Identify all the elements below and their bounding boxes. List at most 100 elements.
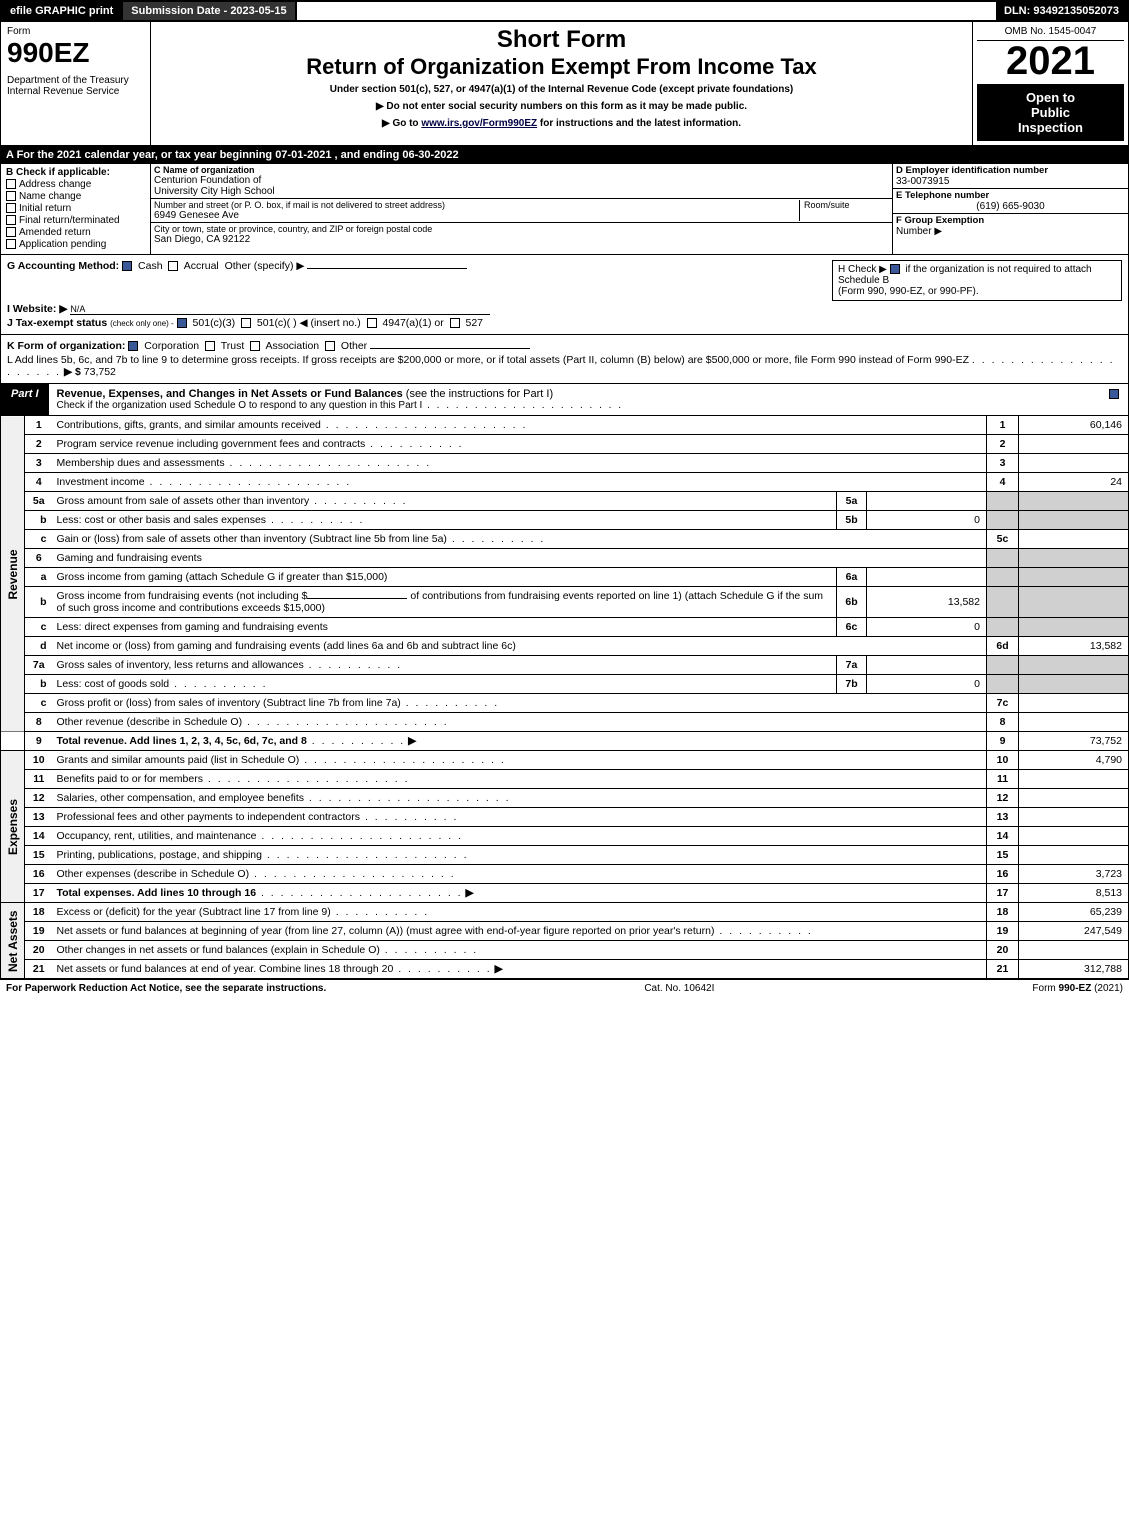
checkbox-501c3[interactable] (177, 318, 187, 328)
subtitle: Under section 501(c), 527, or 4947(a)(1)… (155, 84, 968, 95)
instr-link: ▶ Go to www.irs.gov/Form990EZ for instru… (155, 118, 968, 129)
form-number: 990EZ (7, 37, 144, 69)
checkbox-4947[interactable] (367, 318, 377, 328)
org-name-label: C Name of organization (154, 165, 889, 175)
col-def: D Employer identification number 33-0073… (893, 164, 1128, 254)
org-name-2: University City High School (154, 186, 889, 197)
checkbox-501c[interactable] (241, 318, 251, 328)
line5a-value (867, 492, 987, 511)
line8-value (1019, 713, 1129, 732)
line2-value (1019, 435, 1129, 454)
efile-label: efile GRAPHIC print (2, 2, 123, 20)
checkbox-trust[interactable] (205, 341, 215, 351)
tax-year: 2021 (977, 41, 1124, 81)
line13-value (1019, 808, 1129, 827)
line7c-value (1019, 694, 1129, 713)
page-footer: For Paperwork Reduction Act Notice, see … (0, 979, 1129, 997)
line4-value: 24 (1019, 473, 1129, 492)
schedule-o-check-text: Check if the organization used Schedule … (57, 400, 1095, 411)
checkbox-cash[interactable] (122, 261, 132, 271)
form-label: Form (7, 26, 144, 37)
col-b: B Check if applicable: Address change Na… (1, 164, 151, 254)
tel-value: (619) 665-9030 (896, 201, 1125, 212)
instr-ssn: ▶ Do not enter social security numbers o… (155, 101, 968, 112)
form-header: Form 990EZ Department of the Treasury In… (0, 22, 1129, 146)
addr-label: Number and street (or P. O. box, if mail… (154, 200, 799, 210)
checkbox-amended-return[interactable] (6, 227, 16, 237)
checkbox-initial-return[interactable] (6, 203, 16, 213)
tel-label: E Telephone number (896, 190, 1125, 201)
org-address: 6949 Genesee Ave (154, 210, 799, 221)
side-revenue: Revenue (1, 416, 25, 732)
group-exemption-number: Number ▶ (896, 226, 1125, 237)
open-inspection-box: Open to Public Inspection (977, 84, 1124, 141)
part-i-header: Part I Revenue, Expenses, and Changes in… (0, 384, 1129, 416)
ein-value: 33-0073915 (896, 176, 1125, 187)
footer-left: For Paperwork Reduction Act Notice, see … (6, 983, 326, 994)
line6a-value (867, 568, 987, 587)
line11-value (1019, 770, 1129, 789)
short-form-title: Short Form (155, 26, 968, 54)
line15-value (1019, 846, 1129, 865)
org-name-1: Centurion Foundation of (154, 175, 889, 186)
part-i-table: Revenue 1 Contributions, gifts, grants, … (0, 416, 1129, 979)
line5b-value: 0 (867, 511, 987, 530)
submission-date: Submission Date - 2023-05-15 (123, 2, 296, 20)
ein-label: D Employer identification number (896, 165, 1125, 176)
org-city: San Diego, CA 92122 (154, 234, 889, 245)
line6b-value: 13,582 (867, 587, 987, 618)
line10-value: 4,790 (1019, 751, 1129, 770)
accounting-website-section: G Accounting Method: Cash Accrual Other … (0, 255, 1129, 335)
room-suite-label: Room/suite (799, 200, 889, 221)
line6c-value: 0 (867, 618, 987, 637)
group-exemption-label: F Group Exemption (896, 215, 1125, 226)
checkbox-name-change[interactable] (6, 191, 16, 201)
meta-grid: B Check if applicable: Address change Na… (0, 164, 1129, 255)
side-net-assets: Net Assets (1, 903, 25, 979)
line14-value (1019, 827, 1129, 846)
line6d-value: 13,582 (1019, 637, 1129, 656)
line9-value: 73,752 (1019, 732, 1129, 751)
irs-label: Internal Revenue Service (7, 86, 144, 97)
checkbox-corporation[interactable] (128, 341, 138, 351)
part-title: Revenue, Expenses, and Changes in Net As… (57, 388, 403, 400)
website-value: N/A (70, 304, 490, 315)
line20-value (1019, 941, 1129, 960)
line21-value: 312,788 (1019, 960, 1129, 979)
h-label: H Check ▶ (838, 264, 890, 275)
checkbox-schedule-o[interactable] (1109, 389, 1119, 399)
footer-right: Form 990-EZ (2021) (1032, 983, 1123, 994)
checkbox-other-org[interactable] (325, 341, 335, 351)
city-label: City or town, state or province, country… (154, 224, 889, 234)
checkbox-application-pending[interactable] (6, 239, 16, 249)
checkbox-association[interactable] (250, 341, 260, 351)
line18-value: 65,239 (1019, 903, 1129, 922)
k-label: K Form of organization: (7, 340, 125, 352)
l-text: L Add lines 5b, 6c, and 7b to line 9 to … (7, 354, 969, 366)
checkbox-accrual[interactable] (168, 261, 178, 271)
row-a-tax-year: A For the 2021 calendar year, or tax yea… (0, 146, 1129, 164)
line3-value (1019, 454, 1129, 473)
line12-value (1019, 789, 1129, 808)
i-label: I Website: ▶ (7, 303, 67, 315)
line16-value: 3,723 (1019, 865, 1129, 884)
checkbox-final-return[interactable] (6, 215, 16, 225)
k-l-section: K Form of organization: Corporation Trus… (0, 335, 1129, 384)
checkbox-schedule-b[interactable] (890, 264, 900, 274)
other-method-input[interactable] (307, 268, 467, 269)
line19-value: 247,549 (1019, 922, 1129, 941)
col-c: C Name of organization Centurion Foundat… (151, 164, 893, 254)
l-value: 73,752 (84, 366, 116, 378)
j-label: J Tax-exempt status (7, 317, 107, 329)
dept-label: Department of the Treasury (7, 75, 144, 86)
line1-value: 60,146 (1019, 416, 1129, 435)
line7b-value: 0 (867, 675, 987, 694)
checkbox-527[interactable] (450, 318, 460, 328)
checkbox-address-change[interactable] (6, 179, 16, 189)
irs-link[interactable]: www.irs.gov/Form990EZ (421, 118, 537, 129)
col-b-title: B Check if applicable: (6, 167, 145, 178)
main-title: Return of Organization Exempt From Incom… (155, 54, 968, 80)
line17-value: 8,513 (1019, 884, 1129, 903)
footer-cat: Cat. No. 10642I (644, 983, 714, 994)
side-expenses: Expenses (1, 751, 25, 903)
